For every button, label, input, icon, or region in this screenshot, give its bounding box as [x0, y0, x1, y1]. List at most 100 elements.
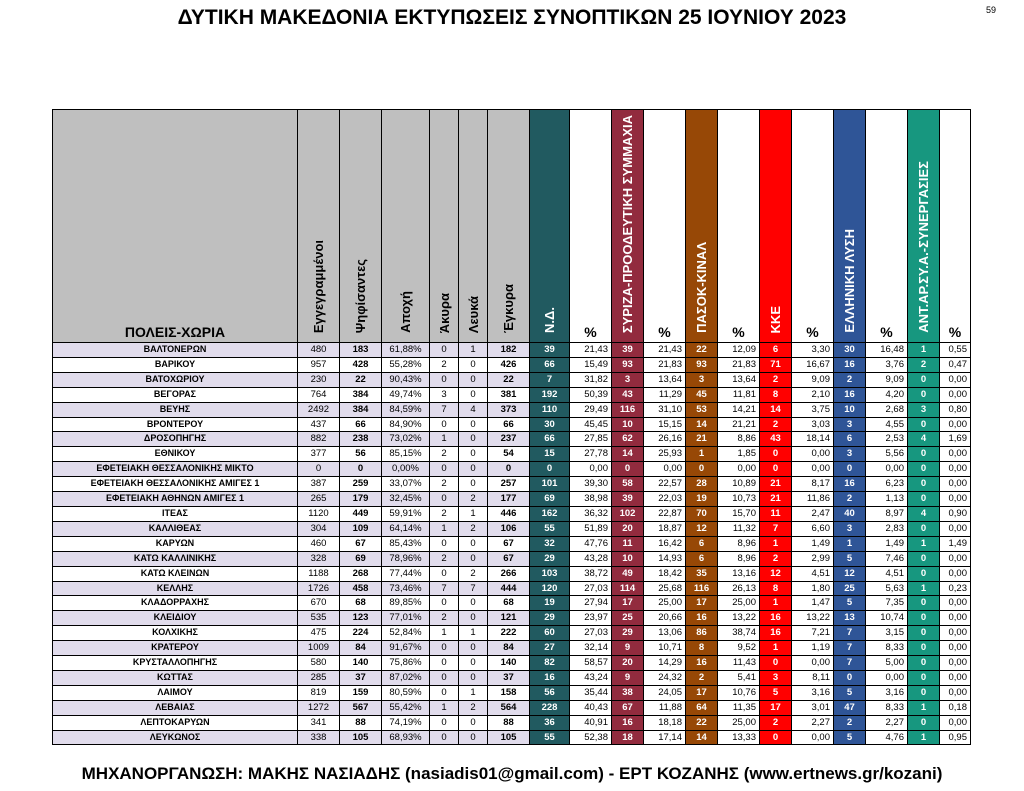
cell-votes-kke: 2 [759, 416, 792, 433]
cell-invalid: 7 [429, 401, 459, 418]
cell-place: ΚΡΥΣΤΑΛΛΟΠΗΓΗΣ [52, 655, 298, 671]
cell-pct-nd: 23,97 [569, 610, 612, 627]
cell-votes-pasok: 70 [685, 505, 718, 522]
cell-pct-nd: 38,98 [569, 491, 612, 507]
cell-votes-syriza: 39 [611, 491, 644, 507]
cell-invalid: 0 [429, 342, 459, 358]
cell-pct-syriza: 21,83 [643, 356, 686, 373]
cell-votes-syriza: 38 [611, 684, 644, 701]
cell-votes-elliniki-lysi: 12 [833, 565, 866, 582]
cell-blank: 0 [458, 655, 488, 671]
cell-pct-syriza: 22,57 [643, 476, 686, 493]
cell-pct-elliniki-lysi: 16,48 [865, 342, 908, 358]
cell-blank: 2 [458, 699, 488, 716]
cell-pct-pasok: 26,13 [717, 580, 760, 597]
cell-pct-pasok: 10,73 [717, 491, 760, 507]
cell-voted: 140 [339, 655, 382, 671]
cell-registered: 437 [297, 416, 340, 433]
cell-registered: 2492 [297, 401, 340, 418]
cell-votes-antarsya: 1 [907, 699, 940, 716]
cell-pct-antarsya: 0,00 [939, 625, 971, 642]
cell-votes-pasok: 6 [685, 550, 718, 567]
cell-place: ΙΤΕΑΣ [52, 505, 298, 522]
cell-votes-elliniki-lysi: 7 [833, 625, 866, 642]
cell-valid: 257 [487, 476, 530, 493]
cell-place: ΚΑΡΥΩΝ [52, 535, 298, 552]
cell-pct-elliniki-lysi: 5,56 [865, 446, 908, 463]
header-party-kke: ΚΚΕ [759, 109, 792, 343]
cell-invalid: 0 [429, 669, 459, 686]
cell-invalid: 0 [429, 729, 459, 746]
cell-pct-pasok: 13,16 [717, 565, 760, 582]
cell-pct-syriza: 22,87 [643, 505, 686, 522]
table-row: ΒΡΟΝΤΕΡΟΥ 437 66 84,90% 0 0 66 30 45,45 10 15,15 14… [52, 416, 971, 433]
table-row: ΕΦΕΤΕΙΑΚΗ ΘΕΣΣΑΛΟΝΙΚΗΣ ΜΙΚΤΟ 0 0 0,00% 0 0 0 0 0… [52, 461, 971, 478]
cell-pct-syriza: 17,14 [643, 729, 686, 746]
cell-blank: 0 [458, 446, 488, 463]
cell-voted: 458 [339, 580, 382, 597]
cell-votes-antarsya: 1 [907, 729, 940, 746]
cell-voted: 67 [339, 535, 382, 552]
cell-votes-pasok: 21 [685, 431, 718, 448]
cell-place: ΕΘΝΙΚΟΥ [52, 446, 298, 463]
cell-turnout: 61,88% [381, 342, 430, 358]
cell-pct-syriza: 14,29 [643, 655, 686, 671]
table-row: ΙΤΕΑΣ 1120 449 59,91% 2 1 446 162 36,32 102 22,87 7… [52, 505, 971, 522]
cell-votes-nd: 55 [529, 520, 570, 537]
cell-votes-antarsya: 0 [907, 640, 940, 657]
cell-votes-syriza: 93 [611, 356, 644, 373]
cell-valid: 444 [487, 580, 530, 597]
cell-votes-nd: 60 [529, 625, 570, 642]
cell-turnout: 55,42% [381, 699, 430, 716]
cell-registered: 819 [297, 684, 340, 701]
cell-turnout: 73,46% [381, 580, 430, 597]
cell-votes-kke: 12 [759, 565, 792, 582]
cell-votes-kke: 43 [759, 431, 792, 448]
cell-votes-antarsya: 0 [907, 371, 940, 388]
cell-pct-kke: 1,80 [791, 580, 834, 597]
cell-pct-syriza: 11,29 [643, 386, 686, 403]
cell-votes-syriza: 62 [611, 431, 644, 448]
cell-pct-kke: 7,21 [791, 625, 834, 642]
cell-place: ΚΛΕΙΔΙΟΥ [52, 610, 298, 627]
cell-registered: 377 [297, 446, 340, 463]
cell-pct-syriza: 21,43 [643, 342, 686, 358]
cell-pct-elliniki-lysi: 7,46 [865, 550, 908, 567]
cell-registered: 1272 [297, 699, 340, 716]
cell-voted: 224 [339, 625, 382, 642]
cell-votes-elliniki-lysi: 30 [833, 342, 866, 358]
table-row: ΚΑΤΩ ΚΛΕΙΝΩΝ 1188 268 77,44% 0 2 266 103 38,72 49… [52, 565, 971, 582]
cell-pct-syriza: 18,87 [643, 520, 686, 537]
cell-pct-kke: 2,10 [791, 386, 834, 403]
cell-votes-syriza: 3 [611, 371, 644, 388]
cell-votes-kke: 6 [759, 342, 792, 358]
cell-votes-antarsya: 0 [907, 491, 940, 507]
cell-votes-pasok: 12 [685, 520, 718, 537]
cell-votes-kke: 16 [759, 625, 792, 642]
cell-pct-nd: 43,24 [569, 669, 612, 686]
cell-pct-pasok: 8,96 [717, 535, 760, 552]
cell-pct-nd: 52,38 [569, 729, 612, 746]
cell-pct-syriza: 25,68 [643, 580, 686, 597]
cell-pct-kke: 18,14 [791, 431, 834, 448]
cell-votes-pasok: 17 [685, 684, 718, 701]
cell-votes-elliniki-lysi: 1 [833, 535, 866, 552]
cell-votes-nd: 192 [529, 386, 570, 403]
cell-votes-antarsya: 0 [907, 446, 940, 463]
table-row: ΛΕΠΤΟΚΑΡΥΩΝ 341 88 74,19% 0 0 88 36 40,91 16 18,18… [52, 714, 971, 731]
cell-votes-kke: 0 [759, 729, 792, 746]
header-invalid: Άκυρα [429, 109, 459, 343]
cell-votes-elliniki-lysi: 3 [833, 520, 866, 537]
cell-pct-kke: 1,47 [791, 595, 834, 612]
cell-voted: 37 [339, 669, 382, 686]
cell-invalid: 0 [429, 714, 459, 731]
cell-pct-elliniki-lysi: 2,68 [865, 401, 908, 418]
cell-votes-antarsya: 0 [907, 416, 940, 433]
cell-pct-antarsya: 0,00 [939, 684, 971, 701]
cell-pct-elliniki-lysi: 1,13 [865, 491, 908, 507]
cell-registered: 0 [297, 461, 340, 478]
cell-votes-kke: 14 [759, 401, 792, 418]
cell-pct-pasok: 15,70 [717, 505, 760, 522]
cell-votes-antarsya: 0 [907, 550, 940, 567]
cell-pct-kke: 11,86 [791, 491, 834, 507]
